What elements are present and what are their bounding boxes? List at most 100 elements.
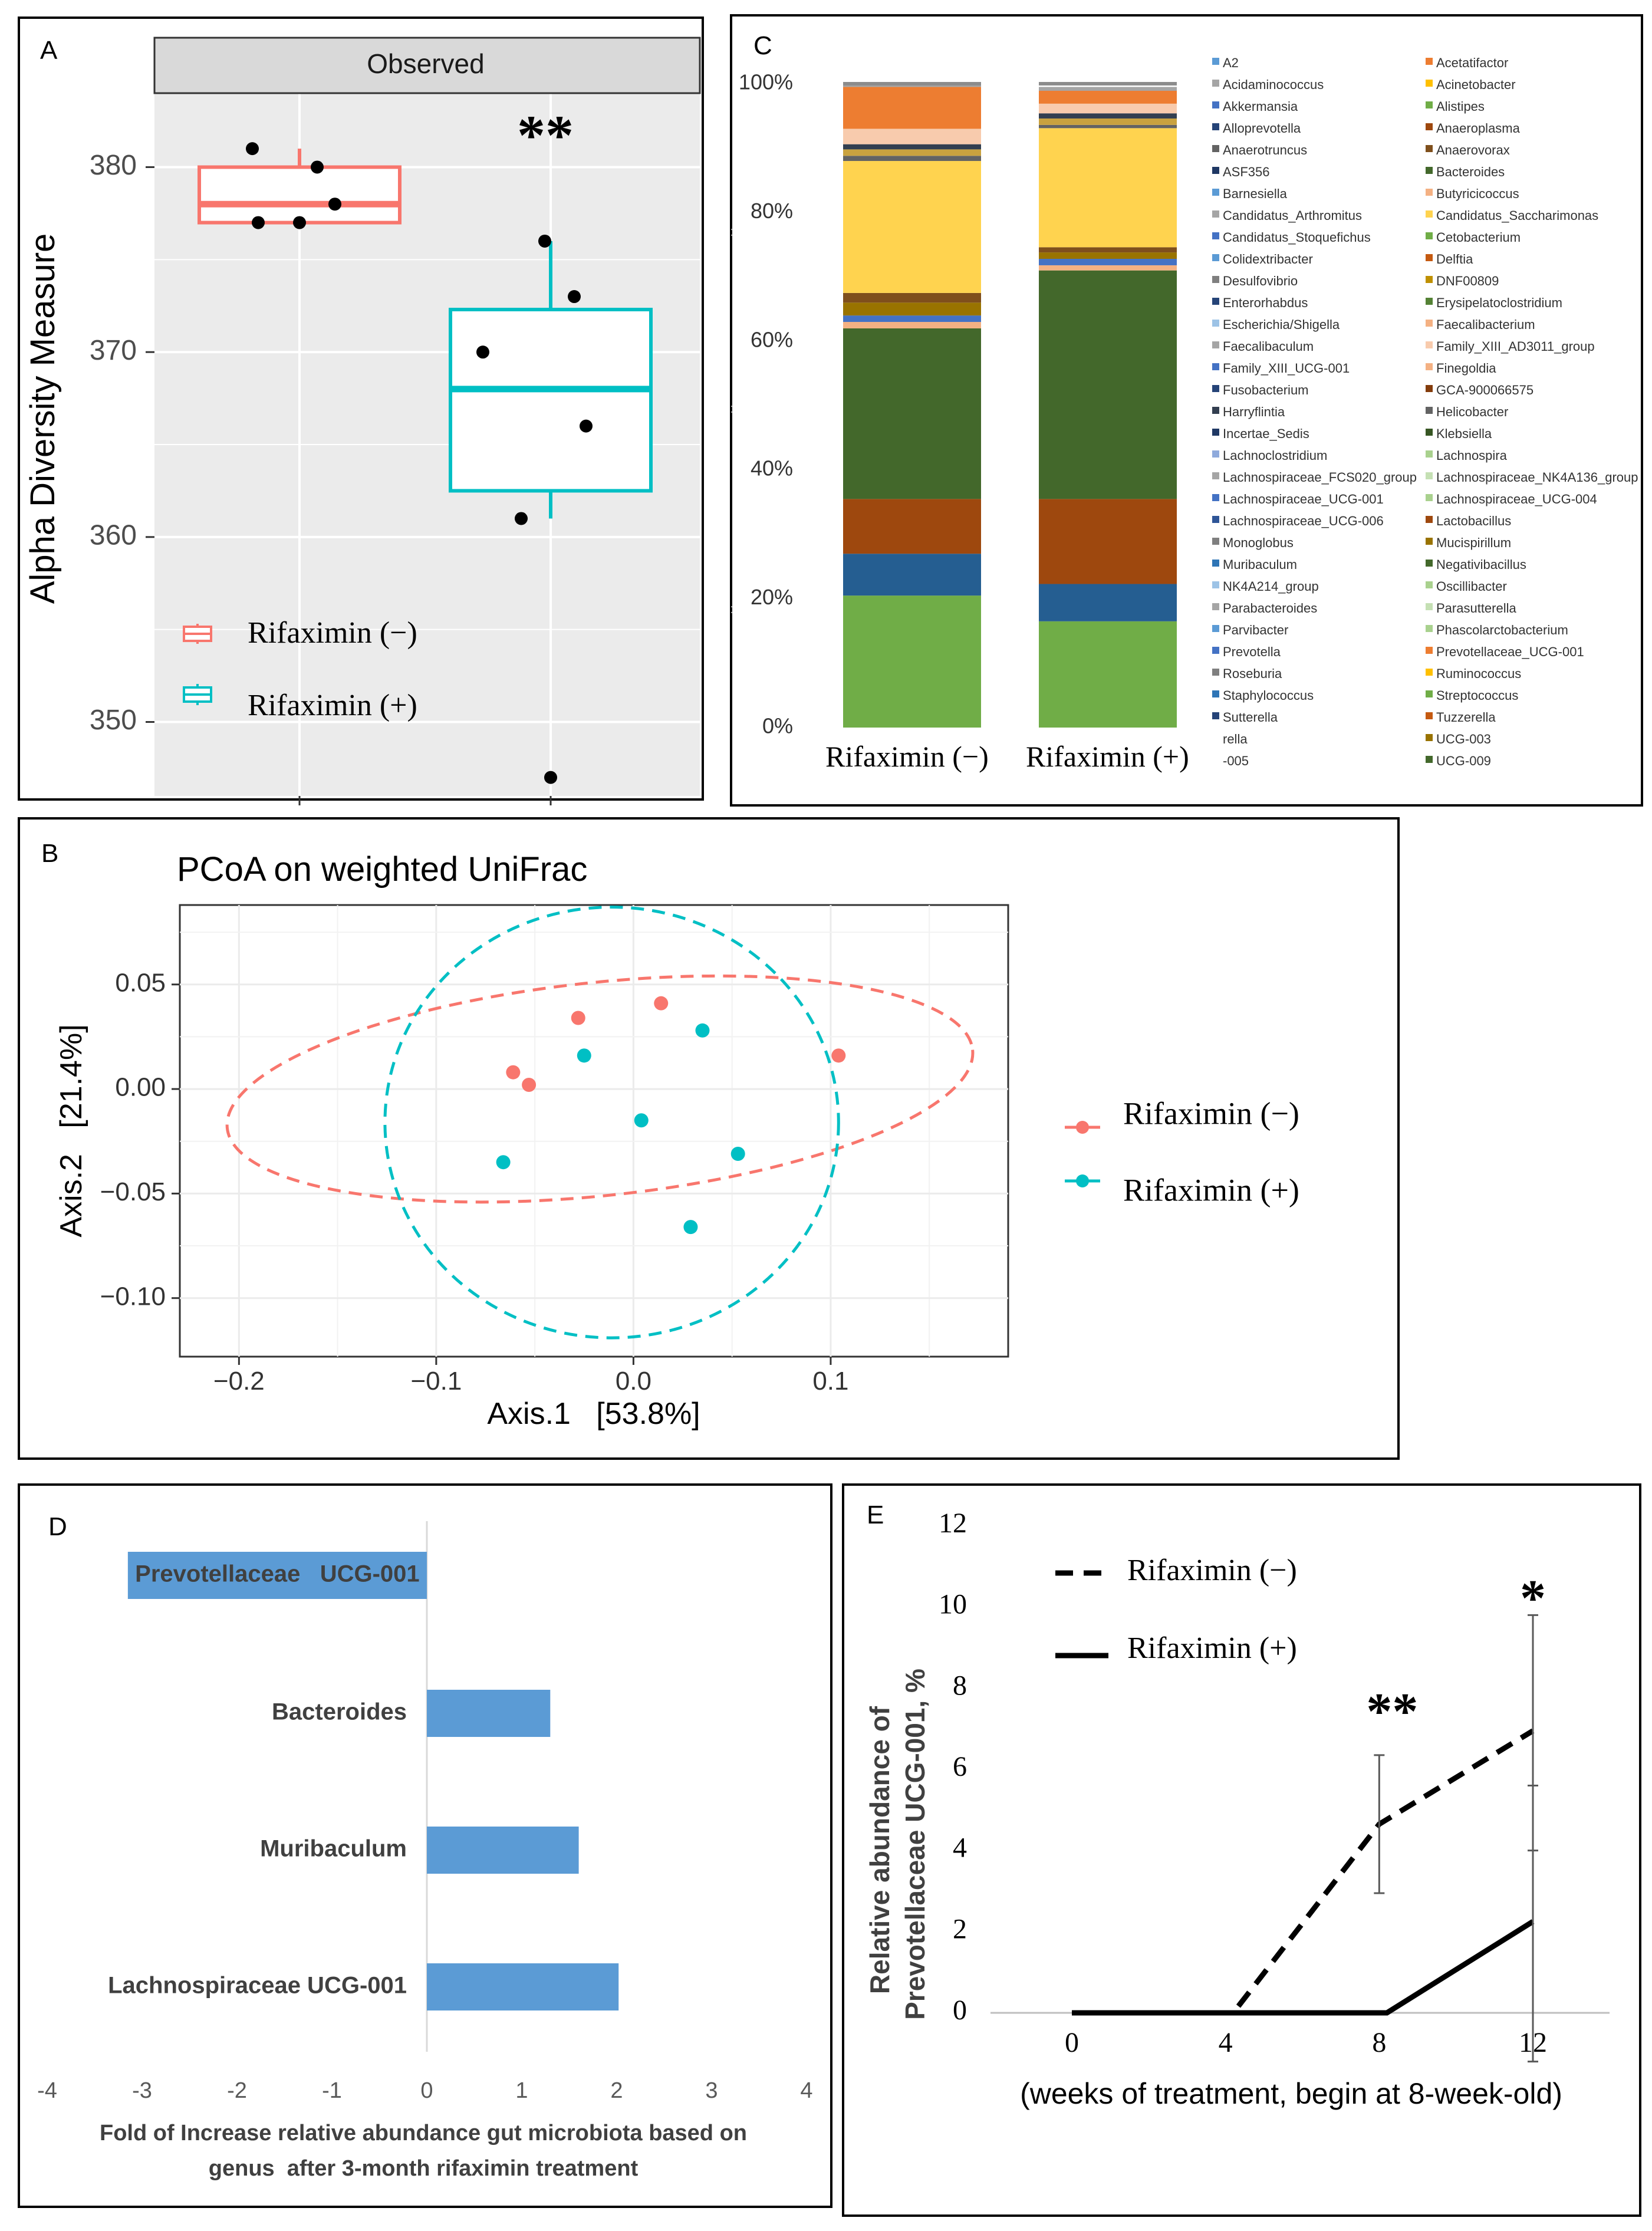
panel-c-legend-label: Lachnospiraceae_UCG-006 bbox=[1223, 514, 1384, 528]
panel-c-legend-swatch bbox=[1426, 363, 1433, 370]
panel-c-legend-swatch bbox=[1426, 58, 1433, 65]
panel-d-label: D bbox=[48, 1512, 67, 1541]
panel-c-legend-swatch bbox=[1426, 603, 1433, 610]
panel-b-point bbox=[695, 1023, 710, 1038]
panel-c-legend-label: Staphylococcus bbox=[1223, 688, 1314, 703]
panel-c-ytick-label: 100% bbox=[739, 70, 793, 94]
panel-b-point bbox=[683, 1220, 698, 1235]
panel-b-xtick-label: 0.1 bbox=[812, 1367, 848, 1396]
panel-e-ytick-label: 12 bbox=[939, 1508, 967, 1539]
panel-b-point bbox=[654, 996, 669, 1011]
panel-c-bar-segment bbox=[843, 315, 981, 323]
panel-d-bar bbox=[427, 1827, 579, 1874]
panel-c-legend-swatch bbox=[1426, 516, 1433, 523]
panel-c-legend-label: Candidatus_Stoquefichus bbox=[1223, 230, 1371, 245]
panel-c-legend-label: Lachnospiraceae_UCG-001 bbox=[1223, 492, 1384, 506]
panel-c-legend-label: Butyricicoccus bbox=[1436, 186, 1519, 201]
panel-e-legend-label-minus: Rifaximin (−) bbox=[1127, 1554, 1297, 1587]
panel-e-series-line bbox=[1072, 1728, 1535, 2016]
panel-c-legend-swatch bbox=[1212, 712, 1219, 719]
panel-c-legend-swatch bbox=[1426, 254, 1433, 261]
panel-d-xtick-label: 2 bbox=[610, 2078, 623, 2103]
panel-c-legend-swatch bbox=[1212, 189, 1219, 196]
panel-c-legend-label: Lachnospira bbox=[1436, 448, 1508, 463]
panel-e-xlabel: (weeks of treatment, begin at 8-week-old… bbox=[1020, 2077, 1562, 2110]
panel-c-legend-swatch bbox=[1212, 472, 1219, 479]
panel-c-legend-label: rella bbox=[1223, 732, 1248, 746]
panel-c-legend-label: UCG-009 bbox=[1436, 753, 1491, 768]
panel-c-legend-label: Anaeroplasma bbox=[1436, 121, 1521, 136]
panel-c-legend-swatch bbox=[1426, 101, 1433, 108]
panel-c-legend-label: Parvibacter bbox=[1223, 623, 1288, 637]
panel-c-legend-swatch bbox=[1426, 429, 1433, 436]
panel-c-legend-swatch bbox=[1212, 538, 1219, 545]
panel-e-frame bbox=[842, 1483, 1641, 2217]
panel-c-legend-swatch bbox=[1426, 320, 1433, 327]
panel-c-legend-swatch bbox=[1426, 385, 1433, 392]
panel-c-legend-label: Candidatus_Saccharimonas bbox=[1436, 208, 1598, 223]
panel-c-legend-swatch bbox=[1212, 341, 1219, 348]
panel-c-legend-swatch bbox=[1426, 189, 1433, 196]
panel-d-xlabel-line2: genus after 3-month rifaximin treatment bbox=[209, 2156, 639, 2181]
panel-c-legend-label: -005 bbox=[1223, 753, 1249, 768]
panel-c-dot-mark: : bbox=[730, 224, 733, 239]
panel-d-frame bbox=[18, 1483, 832, 2208]
panel-a-point bbox=[515, 512, 528, 525]
panel-c-legend-swatch bbox=[1212, 145, 1219, 152]
panel-a-box bbox=[198, 165, 402, 225]
panel-c-bar-segment bbox=[843, 161, 981, 293]
panel-a-point bbox=[252, 216, 265, 229]
panel-c-legend-swatch bbox=[1426, 145, 1433, 152]
panel-c-legend-swatch bbox=[1426, 756, 1433, 763]
panel-c-bar-segment bbox=[843, 328, 981, 499]
panel-c-legend-label: Delftia bbox=[1436, 252, 1473, 266]
panel-c-legend-swatch bbox=[1212, 101, 1219, 108]
panel-e-xtick-label: 4 bbox=[1219, 2027, 1233, 2058]
panel-c-bar-segment bbox=[843, 499, 981, 554]
panel-c-legend-label: Incertae_Sedis bbox=[1223, 426, 1309, 441]
panel-c-legend-swatch bbox=[1212, 734, 1219, 741]
panel-e-ytick-label: 0 bbox=[953, 1995, 967, 2026]
panel-a-point bbox=[580, 419, 593, 433]
panel-c-legend-label: Colidextribacter bbox=[1223, 252, 1313, 266]
panel-b-xlabel: Axis.1 [53.8%] bbox=[487, 1397, 700, 1431]
panel-b-point bbox=[577, 1048, 591, 1063]
panel-c-legend-swatch bbox=[1212, 450, 1219, 458]
panel-b-point bbox=[496, 1155, 511, 1170]
panel-e-ytick-label: 4 bbox=[953, 1832, 967, 1864]
panel-c-legend-swatch bbox=[1426, 712, 1433, 719]
panel-c-legend-swatch bbox=[1212, 58, 1219, 65]
panel-c-bar-segment bbox=[1039, 128, 1177, 248]
panel-e-ytick-label: 10 bbox=[939, 1589, 967, 1620]
panel-b-ellipse bbox=[383, 906, 840, 1340]
panel-c-legend-label: Phascolarctobacterium bbox=[1436, 623, 1568, 637]
panel-c-legend-label: Alistipes bbox=[1436, 99, 1485, 114]
panel-c-bar-segment bbox=[1039, 265, 1177, 271]
panel-c-bar-segment bbox=[1039, 113, 1177, 119]
legend-key-rifaximin-minus bbox=[183, 624, 212, 644]
panel-c-bars: ::: bbox=[730, 82, 1177, 728]
panel-c-bar-segment bbox=[843, 595, 981, 728]
panel-c-legend-label: Lachnospiraceae_FCS020_group bbox=[1223, 470, 1417, 485]
panel-c-bar-segment bbox=[843, 156, 981, 162]
panel-b-point bbox=[730, 1147, 745, 1161]
panel-b-ytick-label: −0.05 bbox=[100, 1177, 166, 1206]
panel-c-legend-label: Tuzzerella bbox=[1436, 710, 1496, 725]
panel-a-ytick-label: 360 bbox=[90, 520, 137, 551]
panel-c-legend-swatch bbox=[1212, 385, 1219, 392]
panel-c-legend-label: Lachnospiraceae_UCG-004 bbox=[1436, 492, 1597, 506]
panel-e-ylabel-line1: Relative abundance of bbox=[864, 1706, 895, 1994]
panel-d-bars: Prevotellaceae UCG-001 Bacteroides Muribac… bbox=[108, 1552, 619, 2010]
panel-a-point bbox=[476, 345, 489, 359]
panel-c-legend-swatch bbox=[1426, 407, 1433, 414]
panel-b-plot-area bbox=[179, 904, 1009, 1358]
panel-c-legend-label: Negativibacillus bbox=[1436, 557, 1526, 572]
panel-c-legend-label: Parasutterella bbox=[1436, 601, 1517, 616]
legend-dot-minus bbox=[1076, 1121, 1089, 1134]
panel-a-point bbox=[293, 216, 306, 229]
panel-d-category-label: Bacteroides bbox=[272, 1699, 407, 1725]
panel-d-bar bbox=[427, 1690, 551, 1737]
panel-c-legend-label: Monoglobus bbox=[1223, 535, 1294, 550]
panel-b-legend: Rifaximin (−) Rifaximin (+) bbox=[1065, 1095, 1299, 1207]
